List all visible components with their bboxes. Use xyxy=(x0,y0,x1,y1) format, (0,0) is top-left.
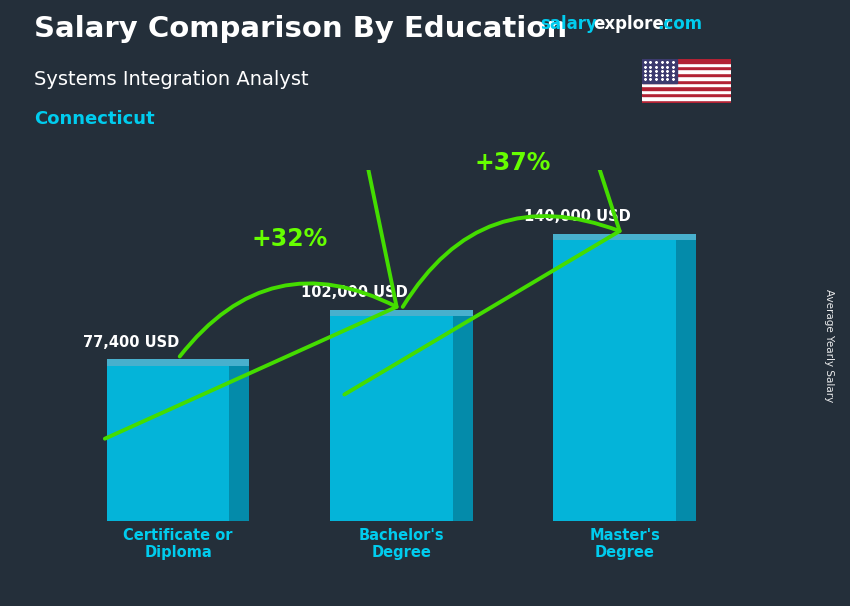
Bar xyxy=(642,59,731,63)
Bar xyxy=(642,63,731,66)
Text: Master's
Degree: Master's Degree xyxy=(589,528,660,560)
Bar xyxy=(106,365,230,521)
Bar xyxy=(553,234,696,240)
FancyArrowPatch shape xyxy=(105,0,397,439)
Text: 140,000 USD: 140,000 USD xyxy=(524,209,631,224)
Text: .com: .com xyxy=(657,15,702,33)
Bar xyxy=(642,83,731,86)
Text: Connecticut: Connecticut xyxy=(34,110,155,128)
Bar xyxy=(106,359,249,365)
Bar xyxy=(330,316,453,521)
Bar xyxy=(642,86,731,90)
Text: +32%: +32% xyxy=(252,227,328,251)
Bar xyxy=(642,59,677,83)
Bar xyxy=(642,73,731,76)
Text: explorer: explorer xyxy=(593,15,672,33)
FancyArrowPatch shape xyxy=(344,0,620,395)
Bar xyxy=(642,93,731,96)
Text: Bachelor's
Degree: Bachelor's Degree xyxy=(359,528,444,560)
Text: salary: salary xyxy=(540,15,597,33)
Text: +37%: +37% xyxy=(475,151,551,175)
Bar xyxy=(642,99,731,103)
Bar xyxy=(330,310,473,316)
Bar xyxy=(453,316,473,521)
Bar xyxy=(676,240,696,521)
Bar xyxy=(642,70,731,73)
Bar xyxy=(642,90,731,93)
Bar xyxy=(642,76,731,79)
Text: Average Yearly Salary: Average Yearly Salary xyxy=(824,289,834,402)
Bar xyxy=(642,79,731,83)
Text: Systems Integration Analyst: Systems Integration Analyst xyxy=(34,70,309,88)
Text: 102,000 USD: 102,000 USD xyxy=(301,285,408,301)
Bar xyxy=(642,66,731,70)
Text: 77,400 USD: 77,400 USD xyxy=(83,335,179,350)
Bar xyxy=(230,365,249,521)
Bar xyxy=(642,96,731,99)
Text: Salary Comparison By Education: Salary Comparison By Education xyxy=(34,15,567,43)
Bar xyxy=(553,240,676,521)
Text: Certificate or
Diploma: Certificate or Diploma xyxy=(123,528,233,560)
